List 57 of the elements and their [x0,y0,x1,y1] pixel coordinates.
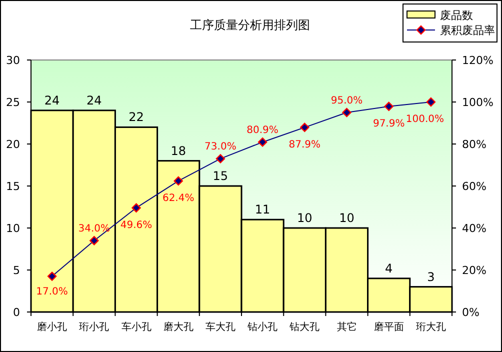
x-tick-label: 磨小孔 [37,321,68,333]
x-tick-label: 钻小孔 [246,321,278,333]
y-tick-label: 20 [6,138,20,151]
data-label: 73.0% [204,142,236,153]
x-tick-label: 车小孔 [121,321,152,333]
data-label: 10 [297,211,312,225]
y2-tick-label: 120% [462,54,494,67]
x-tick-label: 磨平面 [374,321,404,333]
data-label: 62.4% [162,192,194,204]
x-tick-label: 车大孔 [205,321,236,333]
data-label: 4 [385,261,393,276]
x-tick-label: 珩大孔 [416,321,446,333]
x-tick-label: 磨大孔 [163,321,194,333]
chart-title: 工序质量分析用排列图 [190,18,310,32]
data-label: 3 [427,270,435,284]
point [426,97,436,107]
y2-tick-label: 60% [462,180,486,193]
point [90,236,99,246]
data-label: 87.9% [288,139,321,150]
data-label: 18 [170,144,186,158]
y-tick-label: 10 [6,222,20,235]
y-tick-label: 30 [6,54,20,67]
y-tick-label: 15 [6,180,20,193]
data-label: 17.0% [36,286,68,298]
data-label: 80.9% [246,125,278,136]
point [258,138,268,147]
legend-label: 累积废品率 [440,24,495,37]
y-tick-label: 25 [6,96,20,109]
data-label: 15 [212,169,228,183]
y2-tick-label: 80% [462,138,486,151]
data-label: 97.9% [372,118,405,130]
y2-tick-label: 0% [462,306,480,319]
data-label: 95.0% [330,96,363,106]
x-tick-label: 钻大孔 [288,321,320,333]
data-label: 49.6% [120,220,152,231]
x-tick-label: 珩小孔 [79,321,110,333]
data-label: 24 [86,93,102,108]
y-tick-label: 0 [13,306,20,319]
legend-label: 废品数 [440,9,473,22]
point [384,102,394,112]
y2-tick-label: 20% [462,264,486,277]
data-label: 34.0% [78,224,110,235]
data-label: 100.0% [406,114,444,125]
data-label: 24 [44,93,60,108]
point [132,203,141,212]
point [216,154,226,164]
point [300,122,310,132]
data-label: 22 [128,110,144,124]
y2-tick-label: 40% [462,222,486,235]
data-label: 10 [339,211,354,225]
data-label: 11 [254,202,270,217]
y-tick-label: 5 [13,264,20,277]
point [174,176,183,186]
y2-tick-label: 100% [462,96,494,109]
x-tick-label: 其它 [336,321,357,333]
point [47,272,57,281]
point [342,108,352,118]
